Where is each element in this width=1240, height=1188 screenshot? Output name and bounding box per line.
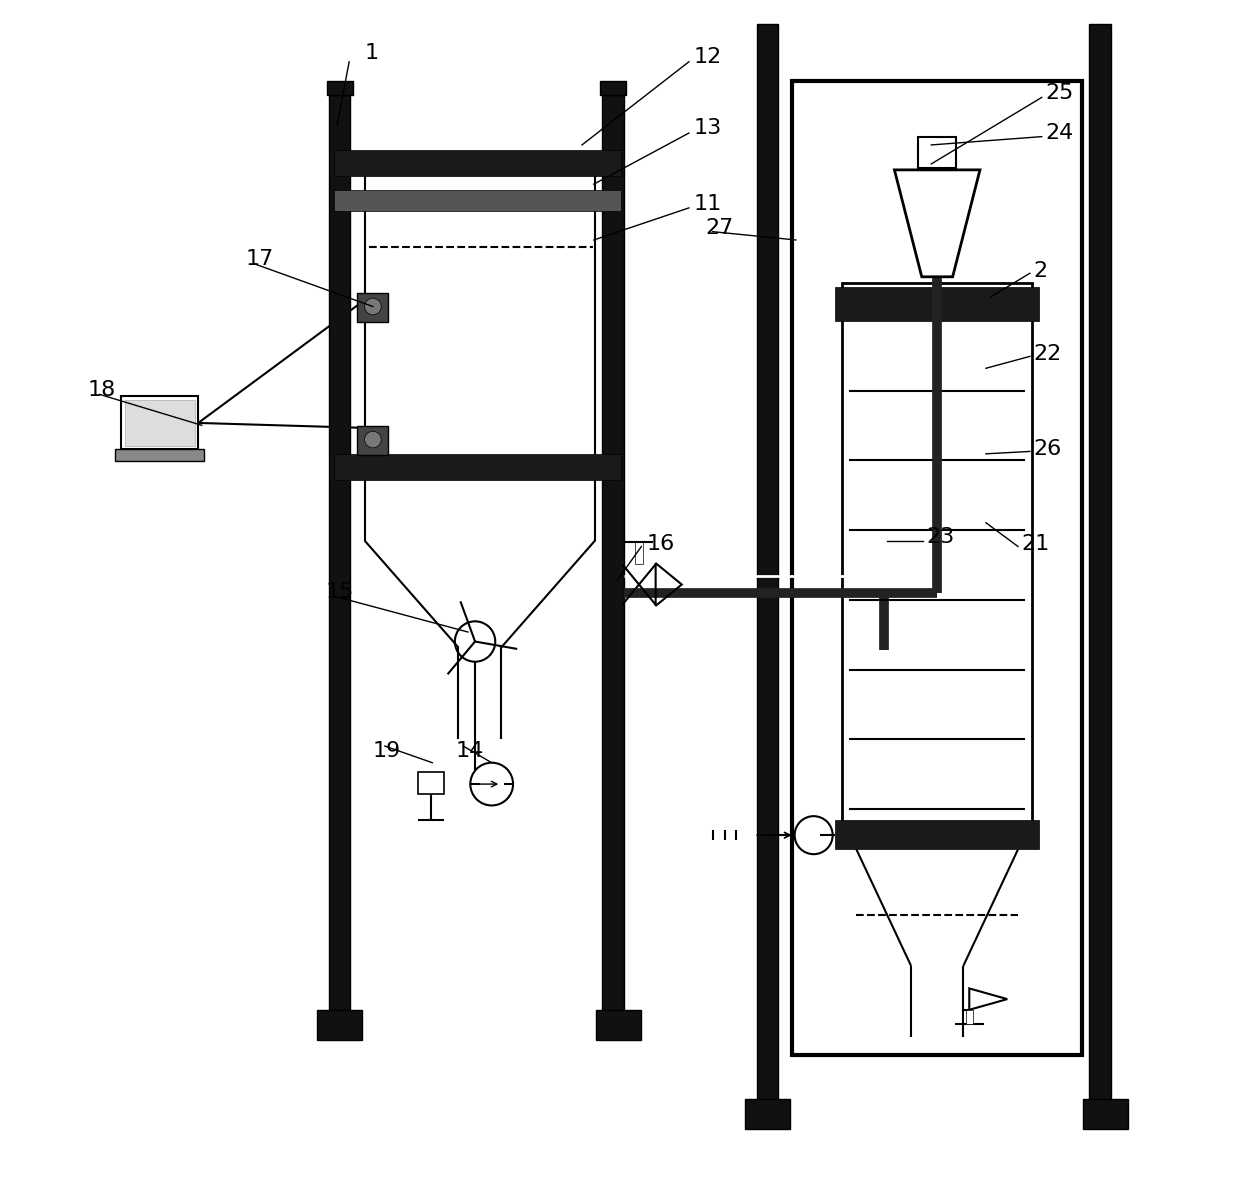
Text: 22: 22 bbox=[1033, 345, 1061, 364]
Bar bbox=[835, 820, 1039, 849]
Bar bbox=[334, 150, 621, 176]
Bar bbox=[326, 81, 352, 95]
Bar bbox=[596, 1010, 641, 1040]
Bar bbox=[756, 24, 777, 1099]
Bar bbox=[745, 1099, 790, 1129]
Bar bbox=[334, 454, 621, 480]
Bar bbox=[334, 190, 621, 211]
Text: 19: 19 bbox=[373, 741, 402, 760]
Bar bbox=[842, 283, 1032, 835]
Bar bbox=[603, 95, 624, 1010]
Bar bbox=[124, 400, 195, 446]
Text: 17: 17 bbox=[246, 249, 274, 268]
Text: 23: 23 bbox=[926, 527, 955, 546]
Text: 27: 27 bbox=[706, 219, 734, 238]
Bar bbox=[317, 1010, 362, 1040]
Bar bbox=[418, 772, 444, 794]
Bar bbox=[115, 449, 205, 461]
Bar bbox=[792, 81, 1083, 1055]
Bar bbox=[918, 137, 956, 168]
Circle shape bbox=[365, 431, 381, 448]
Text: 18: 18 bbox=[88, 380, 117, 399]
Text: 26: 26 bbox=[1033, 440, 1061, 459]
Bar bbox=[600, 81, 626, 95]
Bar bbox=[357, 293, 388, 322]
Text: 16: 16 bbox=[646, 535, 675, 554]
Polygon shape bbox=[894, 170, 980, 277]
Bar bbox=[1089, 24, 1111, 1099]
Circle shape bbox=[365, 298, 381, 315]
Text: 2: 2 bbox=[1033, 261, 1048, 280]
Bar bbox=[635, 541, 642, 564]
Text: 21: 21 bbox=[1022, 535, 1050, 554]
Text: 24: 24 bbox=[1045, 124, 1074, 143]
Text: 14: 14 bbox=[456, 741, 485, 760]
Bar bbox=[966, 1010, 973, 1024]
Bar bbox=[835, 287, 1039, 321]
Bar bbox=[357, 426, 388, 455]
Text: 12: 12 bbox=[693, 48, 722, 67]
Text: 13: 13 bbox=[693, 119, 722, 138]
Text: 11: 11 bbox=[693, 195, 722, 214]
Text: 1: 1 bbox=[365, 44, 378, 63]
Text: 25: 25 bbox=[1045, 83, 1074, 102]
Bar bbox=[1084, 1099, 1128, 1129]
Bar bbox=[122, 396, 198, 449]
Text: 15: 15 bbox=[325, 582, 353, 601]
Bar bbox=[329, 95, 351, 1010]
